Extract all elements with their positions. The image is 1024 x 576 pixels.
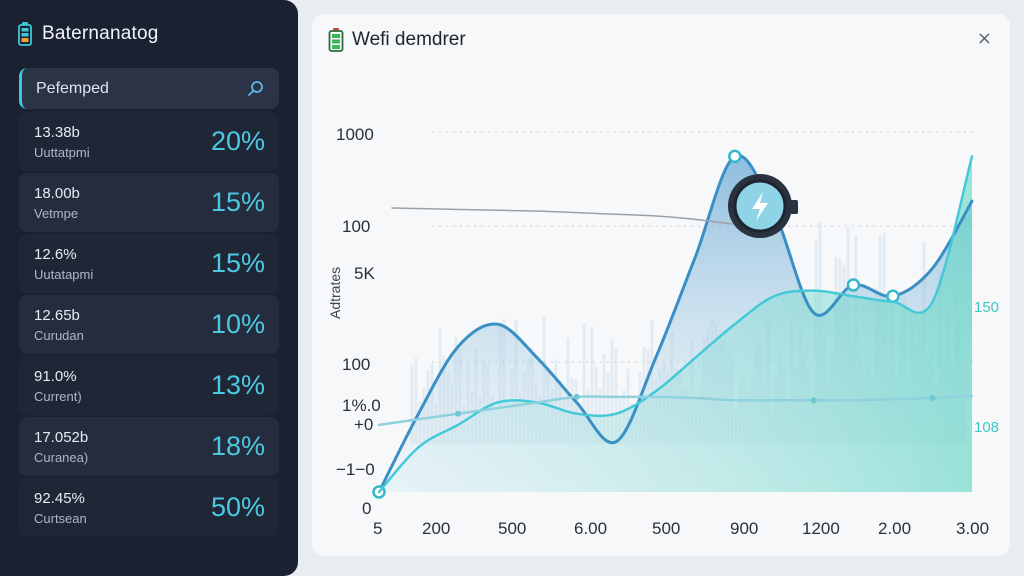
x-tick-label: 6.00 <box>574 519 607 538</box>
x-tick-label: 5 <box>373 519 382 538</box>
item-value: 12.65b <box>34 307 80 324</box>
x-tick-label: 1200 <box>802 519 840 538</box>
metric-list: 13.38b Uuttatpmi 20% 18.00b Vetmpe 15% 1… <box>19 112 279 539</box>
list-item[interactable]: 12.6% Uutatapmi 15% <box>19 234 279 293</box>
item-value: 92.45% <box>34 490 85 507</box>
data-point <box>846 278 861 292</box>
list-item[interactable]: 12.65b Curudan 10% <box>19 295 279 354</box>
search-field[interactable]: Pefemped <box>19 68 279 109</box>
item-label: Vetmpe <box>34 206 79 221</box>
data-point <box>455 410 462 417</box>
item-percent: 50% <box>210 492 265 522</box>
item-percent: 15% <box>210 248 265 278</box>
x-tick-label: 200 <box>422 519 450 538</box>
sidebar-title: Baternanatog <box>42 23 159 44</box>
item-label: Uuttatpmi <box>34 145 90 160</box>
data-point <box>886 289 900 303</box>
y-axis-title: Adtrates <box>327 267 343 319</box>
x-tick-label: 2.00 <box>878 519 911 538</box>
x-tick-label: 500 <box>498 519 526 538</box>
item-label: Curtsean <box>34 511 87 526</box>
lightning-icon <box>752 192 768 221</box>
item-percent: 18% <box>210 431 265 461</box>
item-label: Curudan <box>34 328 84 343</box>
item-value: 18.00b <box>34 185 80 202</box>
series-line <box>377 153 974 494</box>
y-tick-label: 100 <box>342 355 370 374</box>
series-area <box>379 156 972 492</box>
item-percent: 20% <box>210 126 265 156</box>
sidebar-header: Baternanatog <box>18 22 159 46</box>
data-point <box>573 393 580 400</box>
sidebar: Baternanatog Pefemped 13.38b Uuttatpmi 2… <box>0 0 298 576</box>
list-item[interactable]: 17.052b Curanea) 18% <box>19 417 279 476</box>
item-label: Uutatapmi <box>34 267 94 282</box>
y-tick-label: 100 <box>342 217 370 236</box>
list-item[interactable]: 91.0% Current) 13% <box>19 356 279 415</box>
data-point <box>810 397 817 404</box>
item-value: 91.0% <box>34 368 77 385</box>
y-tick-label: +0 <box>354 415 373 434</box>
battery-icon <box>328 28 344 52</box>
item-value: 17.052b <box>34 429 89 446</box>
item-percent: 13% <box>210 370 265 400</box>
x-tick-label: 900 <box>730 519 758 538</box>
battery-icon <box>18 22 32 46</box>
series-line <box>377 394 974 427</box>
x-tick-label: 500 <box>652 519 680 538</box>
item-label: Curanea) <box>34 450 89 465</box>
item-percent: 10% <box>210 309 265 339</box>
list-item[interactable]: 92.45% Curtsean 50% <box>19 478 279 537</box>
list-item[interactable]: 18.00b Vetmpe 15% <box>19 173 279 232</box>
right-axis-label: 150 <box>974 299 999 316</box>
list-item[interactable]: 13.38b Uuttatpmi 20% <box>19 112 279 171</box>
item-percent: 15% <box>210 187 265 217</box>
series-line <box>391 207 733 225</box>
y-tick-label: −1−0 <box>336 460 375 479</box>
item-value: 13.38b <box>34 124 80 141</box>
data-point <box>728 149 742 164</box>
search-input[interactable]: Pefemped <box>36 79 109 97</box>
panel-header: Wefi demdrer <box>328 28 466 52</box>
y-tick-label: 5K <box>354 264 375 283</box>
search-icon[interactable] <box>247 79 265 97</box>
y-tick-label: 1000 <box>336 125 374 144</box>
right-axis-label: 108 <box>974 419 999 436</box>
item-value: 12.6% <box>34 246 77 263</box>
lightning-marker[interactable] <box>728 174 798 238</box>
area-chart: 1000 100 5K 100 1%.0+0 −1−0 0 5 200 500 6.00 500 90… <box>327 125 999 538</box>
y-tick-label: 0 <box>362 499 371 518</box>
panel-title: Wefi demdrer <box>352 29 466 50</box>
chart-panel: Wefi demdrer × 1000 100 5K 100 1%.0 +0 −1−0 0 5… <box>312 14 1010 556</box>
close-icon[interactable]: × <box>976 28 992 49</box>
y-tick-label: 1%.0 <box>342 396 381 415</box>
data-point <box>929 395 936 402</box>
x-tick-label: 3.00 <box>956 519 989 538</box>
item-label: Current) <box>34 389 82 404</box>
